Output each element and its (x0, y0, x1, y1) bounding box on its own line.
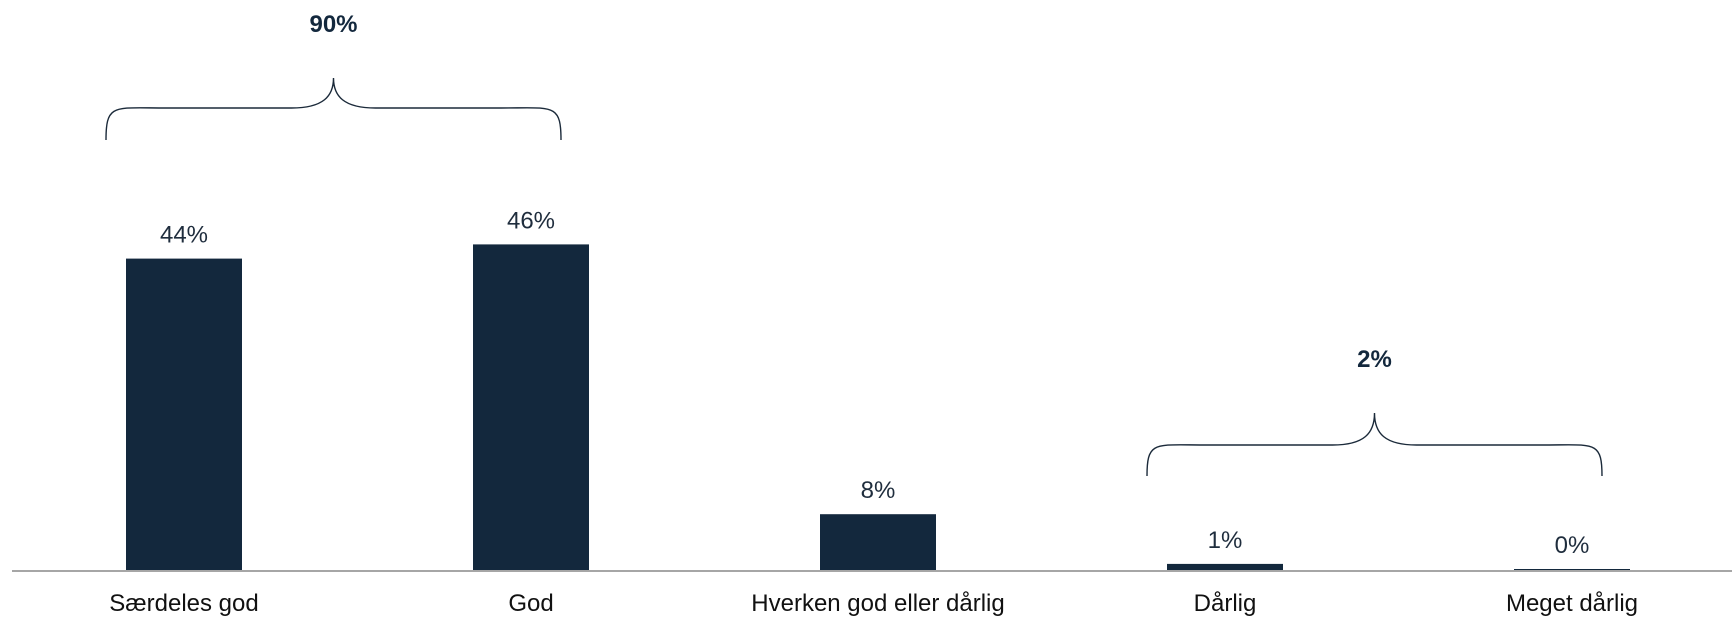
category-labels-layer: Særdeles god God Hverken god eller dårlig D… (109, 590, 1638, 617)
category-label: Meget dårlig (1506, 590, 1638, 617)
data-label: 46% (507, 207, 555, 234)
bar (473, 244, 589, 571)
group-brace (1146, 412, 1603, 477)
category-label: Særdeles god (109, 590, 258, 617)
bars-layer (126, 244, 1630, 571)
category-label: Dårlig (1194, 590, 1257, 617)
bar (126, 258, 242, 571)
group-total-label: 2% (1357, 346, 1392, 373)
data-label: 8% (861, 477, 896, 504)
data-label: 0% (1555, 532, 1590, 559)
data-label: 1% (1208, 527, 1243, 554)
group-braces-layer: 90% 2% (105, 11, 1603, 477)
bar (820, 514, 936, 571)
value-labels-layer: 44% 46% 8% 1% 0% (160, 207, 1589, 559)
group-brace (105, 77, 562, 141)
category-label: God (508, 590, 553, 617)
bar (1167, 563, 1283, 571)
group-total-label: 90% (309, 11, 357, 38)
data-label: 44% (160, 222, 208, 249)
category-label: Hverken god eller dårlig (751, 590, 1004, 617)
